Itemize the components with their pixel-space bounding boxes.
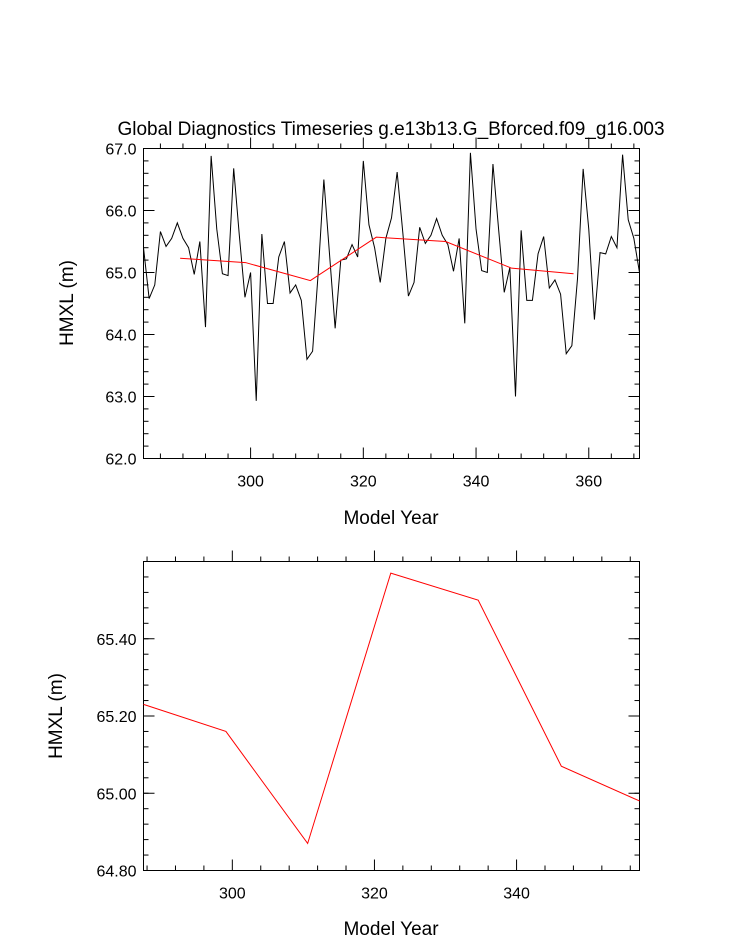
plot-frame	[143, 561, 640, 871]
x-tick-label: 300	[237, 474, 264, 491]
running-mean-line	[143, 572, 640, 845]
y-axis-label: HMXL (m)	[57, 260, 78, 346]
tick-marks	[143, 550, 640, 871]
plot-frame	[143, 148, 640, 459]
chart-title: Global Diagnostics Timeseries g.e13b13.G…	[117, 119, 664, 140]
x-tick-label: 340	[503, 886, 530, 903]
x-tick-labels: 300 320 340	[219, 886, 530, 903]
y-tick-labels: 62.0 63.0 64.0 65.0 66.0 67.0	[105, 142, 136, 469]
running-mean-line	[180, 236, 574, 282]
y-tick-label: 62.0	[105, 452, 136, 469]
x-axis-label: Model Year	[343, 919, 439, 940]
x-tick-label: 320	[361, 886, 388, 903]
tick-marks	[143, 137, 640, 459]
x-tick-labels: 300 320 340 360	[237, 474, 602, 491]
y-tick-label: 65.40	[96, 632, 136, 649]
y-tick-label: 63.0	[105, 390, 136, 407]
series-lines	[143, 152, 640, 401]
y-tick-label: 65.0	[105, 266, 136, 283]
x-tick-label: 360	[575, 474, 602, 491]
y-tick-label: 64.0	[105, 328, 136, 345]
annual-series-line	[143, 152, 640, 401]
y-tick-labels: 64.80 65.00 65.20 65.40	[96, 632, 136, 881]
y-tick-label: 67.0	[105, 142, 136, 159]
y-tick-label: 66.0	[105, 204, 136, 221]
x-tick-label: 320	[350, 474, 377, 491]
series-lines	[143, 572, 640, 845]
x-tick-label: 340	[463, 474, 490, 491]
bottom-panel: 64.80 65.00 65.20 65.40 300 320 340 Model Yea…	[46, 550, 640, 940]
y-axis-label: HMXL (m)	[46, 673, 67, 759]
y-tick-label: 64.80	[96, 864, 136, 881]
y-tick-label: 65.20	[96, 709, 136, 726]
x-axis-label: Model Year	[343, 508, 439, 529]
y-tick-label: 65.00	[96, 786, 136, 803]
top-panel: 62.0 63.0 64.0 65.0 66.0 67.0 300 320 340 360 Mo…	[57, 137, 640, 529]
x-tick-label: 300	[219, 886, 246, 903]
